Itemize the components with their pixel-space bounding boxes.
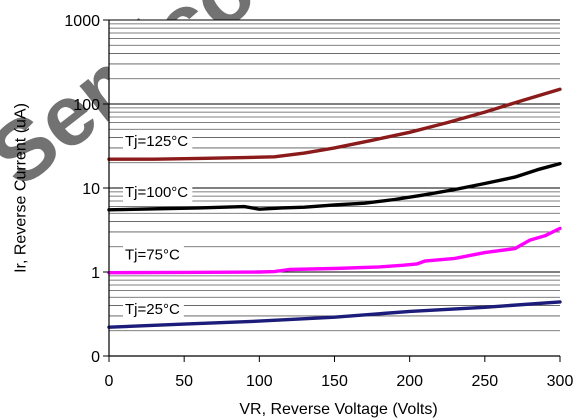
- y-axis-title: Ir, Reverse Current (uA): [13, 103, 30, 273]
- series-label-background: [123, 243, 184, 265]
- series-label: Tj=25°C: [125, 301, 180, 318]
- y-tick-label: 10: [82, 181, 100, 198]
- x-tick-label: 250: [471, 373, 498, 390]
- y-tick-labels: 0 1 10 100 1000: [64, 13, 109, 366]
- y-tick-label: 1: [91, 265, 100, 282]
- y-tick-label: 1000: [64, 13, 100, 30]
- series-line: [107, 226, 562, 275]
- x-tick-label: 300: [547, 373, 574, 390]
- x-tick-label: 200: [396, 373, 423, 390]
- grid: [109, 19, 560, 357]
- x-tick-labels: 0 50 100 150 200 250 300: [105, 356, 574, 390]
- series-label-background: [123, 298, 184, 320]
- x-tick-label: 100: [246, 373, 273, 390]
- series-label: Tj=75°C: [125, 247, 180, 264]
- series-lines: [107, 87, 562, 329]
- y-tick-label: 0: [91, 349, 100, 366]
- series-label: Tj=125°C: [125, 133, 188, 150]
- series-line: [107, 300, 562, 329]
- x-tick-label: 150: [321, 373, 348, 390]
- series-label-background: [123, 180, 193, 202]
- x-axis-title: VR, Reverse Voltage (Volts): [239, 401, 437, 418]
- series-label: Tj=100°C: [125, 184, 188, 201]
- series-line: [107, 87, 562, 161]
- x-tick-label: 50: [175, 373, 193, 390]
- x-tick-label: 0: [105, 373, 114, 390]
- series-labels: Tj=125°C Tj=100°C Tj=75°C Tj=25°C: [123, 130, 193, 320]
- series-label-background: [123, 130, 193, 152]
- series-line: [107, 161, 562, 212]
- y-tick-label: 100: [73, 97, 100, 114]
